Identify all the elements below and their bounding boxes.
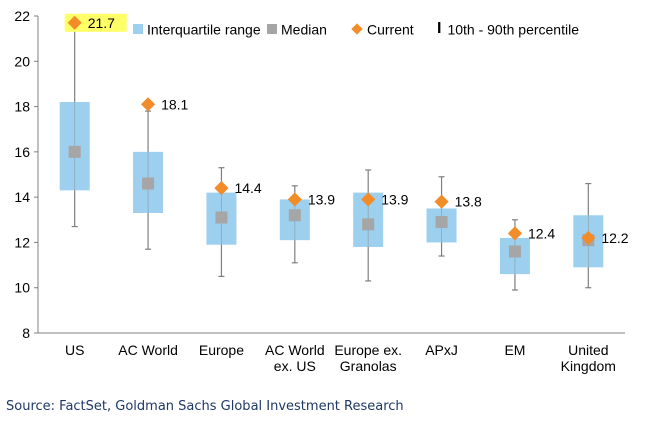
y-tick-label: 8 <box>22 325 30 341</box>
x-category-label: US <box>65 342 84 358</box>
x-category-label: Granolas <box>340 358 397 374</box>
median-marker <box>435 216 448 229</box>
whisker-i-icon: I <box>437 20 442 38</box>
x-category-label: APxJ <box>425 342 458 358</box>
y-tick-label: 16 <box>14 144 30 160</box>
iqr-swatch-icon <box>133 24 143 35</box>
legend-item-median: Median <box>267 20 327 37</box>
current-diamond-icon <box>351 23 363 35</box>
median-marker <box>288 209 301 222</box>
x-category-label: ex. US <box>274 358 316 374</box>
current-marker <box>581 230 596 245</box>
y-tick-label: 22 <box>14 8 30 24</box>
y-tick-label: 20 <box>14 53 30 69</box>
current-value-label: 14.4 <box>234 180 261 196</box>
x-category-label: AC World <box>118 342 178 358</box>
legend-label-percentile: 10th - 90th percentile <box>447 21 579 38</box>
valuation-range-chart: 8 10 12 14 16 18 20 22 21.7 US 18.1 AC World 14.4 Eur… <box>14 8 628 374</box>
current-marker <box>140 97 156 112</box>
x-category-label: EM <box>504 342 525 358</box>
current-value-label: 12.2 <box>601 230 628 246</box>
x-category-label: Europe ex. <box>334 342 402 358</box>
legend-item-iqr: Interquartile range <box>133 20 261 37</box>
current-value-label: 18.1 <box>161 96 188 112</box>
current-value-label: 13.8 <box>455 194 482 210</box>
legend-label-median: Median <box>281 21 327 38</box>
source-note: Source: FactSet, Goldman Sachs Global In… <box>6 399 404 414</box>
y-tick-label: 14 <box>14 189 30 205</box>
current-marker <box>434 194 449 209</box>
x-category-label: AC World <box>265 342 325 358</box>
current-marker <box>361 192 376 207</box>
current-marker <box>287 192 302 207</box>
median-marker <box>215 211 228 224</box>
current-marker <box>507 226 523 241</box>
y-tick-label: 10 <box>14 280 30 296</box>
legend-label-current: Current <box>367 21 414 38</box>
legend-item-percentile: I 10th - 90th percentile <box>437 20 579 38</box>
median-marker <box>142 177 155 190</box>
current-value-label: 21.7 <box>88 15 115 31</box>
current-value-label: 13.9 <box>308 191 335 207</box>
legend-item-current: Current <box>351 20 414 37</box>
current-marker <box>214 181 229 196</box>
x-category-label: Kingdom <box>561 358 616 374</box>
x-category-label: United <box>568 342 608 358</box>
median-swatch-icon <box>267 24 277 35</box>
median-marker <box>508 245 521 258</box>
legend-label-iqr: Interquartile range <box>147 21 261 38</box>
current-value-label: 13.9 <box>381 191 408 207</box>
current-value-label: 12.4 <box>528 225 555 241</box>
highlight-box <box>64 13 127 32</box>
x-category-label: Europe <box>199 342 244 358</box>
y-tick-label: 18 <box>14 99 30 115</box>
y-tick-label: 12 <box>14 234 30 250</box>
median-marker <box>362 218 375 231</box>
median-marker <box>68 145 81 158</box>
